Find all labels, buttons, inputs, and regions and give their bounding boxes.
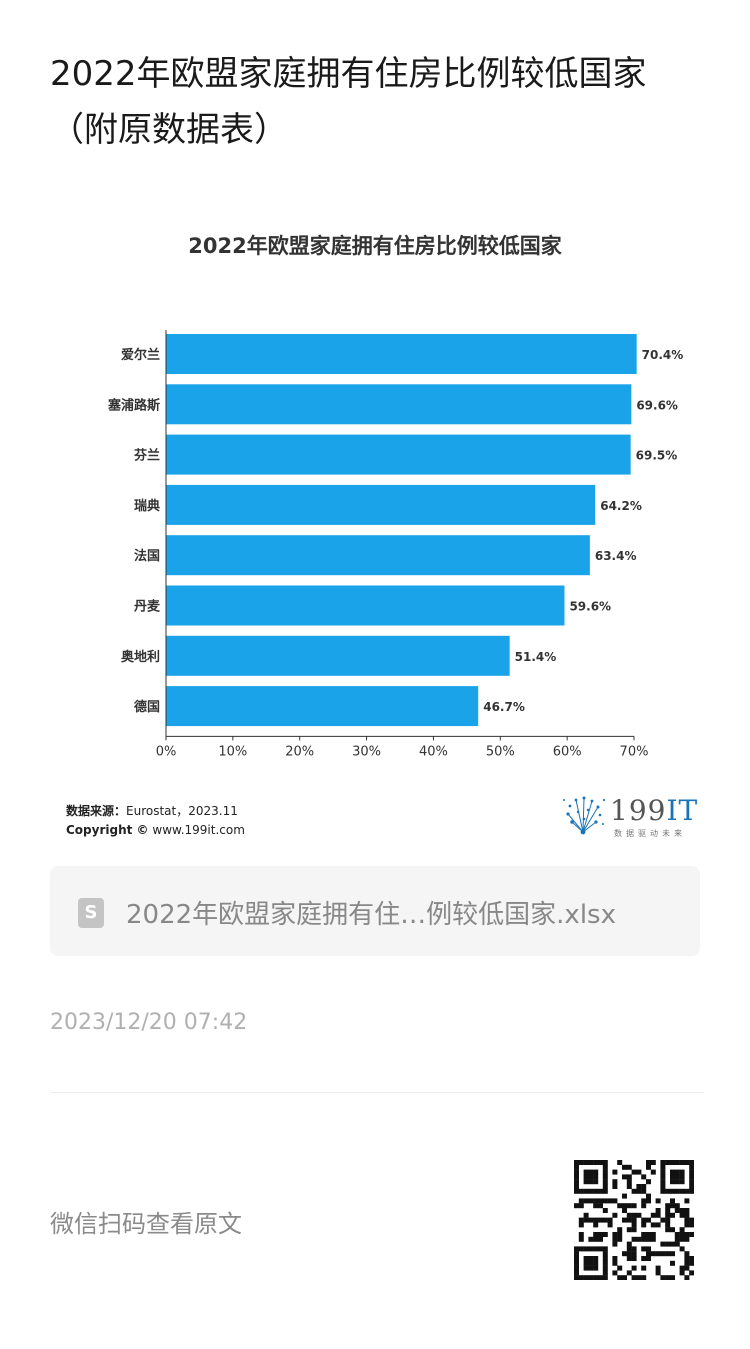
chart-bar: [166, 434, 631, 475]
x-tick-label: 60%: [553, 744, 582, 759]
data-label: 69.5%: [636, 449, 678, 463]
category-label: 塞浦路斯: [108, 397, 160, 413]
chart-source: 数据来源：Eurostat，2023.11: [66, 802, 238, 819]
spreadsheet-file-icon: S: [78, 898, 104, 928]
brand-tagline: 数据驱动未来: [614, 829, 686, 838]
data-label: 69.6%: [636, 398, 678, 412]
source-label: 数据来源：: [66, 804, 127, 818]
x-tick-label: 50%: [486, 744, 515, 759]
category-label: 德国: [134, 699, 160, 715]
category-label: 丹麦: [134, 599, 161, 615]
category-label: 奥地利: [121, 649, 160, 665]
chart-bar: [166, 484, 596, 525]
brand-logo: 199IT 数据驱动未来: [558, 792, 698, 842]
bar-chart: 爱尔兰 70.4% 塞浦路斯 69.6% 芬兰 69.5% 瑞典 64.2% 法国 63.4% 丹麦…: [108, 330, 684, 759]
data-label: 59.6%: [569, 600, 611, 614]
x-tick-label: 40%: [419, 744, 448, 759]
category-label: 芬兰: [133, 448, 160, 464]
data-label: 64.2%: [600, 499, 642, 513]
qr-code-icon[interactable]: [574, 1160, 694, 1280]
chart-copyright: Copyright © www.199it.com: [66, 823, 245, 837]
chart-bar: [166, 334, 637, 374]
dandelion-logo-icon: [563, 796, 606, 835]
scan-prompt: 微信扫码查看原文: [50, 1210, 242, 1238]
divider: [50, 1092, 704, 1093]
data-label: 51.4%: [515, 650, 557, 664]
chart-bar: [166, 585, 565, 626]
data-label: 63.4%: [595, 549, 637, 563]
copyright-value: www.199it.com: [152, 823, 245, 837]
x-tick-label: 0%: [156, 744, 177, 759]
chart-image: 2022年欧盟家庭拥有住房比例较低国家 爱尔兰 70.4% 塞浦路斯 69.6% 芬兰 6…: [50, 200, 700, 850]
x-tick-label: 20%: [285, 744, 314, 759]
article-title: 2022年欧盟家庭拥有住房比例较低国家（附原数据表）: [50, 54, 647, 150]
source-value: Eurostat，2023.11: [126, 804, 238, 818]
chart-bar: [166, 635, 510, 676]
chart-bar: [166, 535, 590, 576]
brand-name: 199IT: [610, 794, 699, 827]
x-tick-label: 10%: [218, 744, 247, 759]
x-tick-label: 70%: [620, 744, 649, 759]
data-label: 70.4%: [642, 348, 684, 362]
category-label: 瑞典: [134, 498, 160, 514]
chart-title: 2022年欧盟家庭拥有住房比例较低国家: [188, 234, 562, 258]
attachment-file-name: 2022年欧盟家庭拥有住…例较低国家.xlsx: [126, 900, 616, 930]
data-label: 46.7%: [483, 700, 525, 714]
chart-bar: [166, 384, 632, 425]
x-tick-label: 30%: [352, 744, 381, 759]
chart-bar: [166, 686, 479, 727]
copyright-label: Copyright ©: [66, 823, 149, 837]
publish-timestamp: 2023/12/20 07:42: [50, 1010, 248, 1035]
category-label: 法国: [134, 548, 160, 564]
category-label: 爱尔兰: [121, 347, 160, 363]
attachment-card[interactable]: S 2022年欧盟家庭拥有住…例较低国家.xlsx: [50, 866, 700, 956]
